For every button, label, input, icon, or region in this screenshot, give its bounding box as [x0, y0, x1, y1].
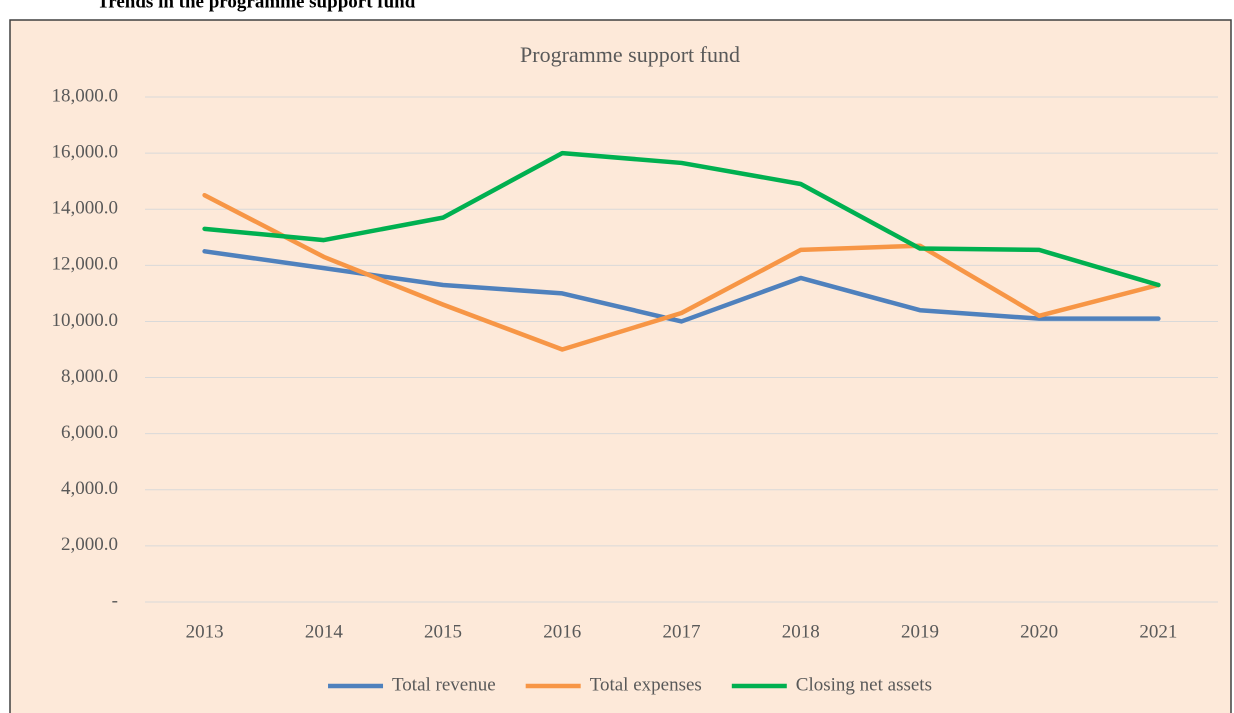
- y-tick-label: 4,000.0: [61, 478, 118, 499]
- chart-frame: [9, 19, 1232, 713]
- x-tick-label: 2017: [663, 621, 701, 642]
- legend-label: Total expenses: [590, 674, 702, 695]
- y-tick-label: 12,000.0: [52, 254, 119, 275]
- y-tick-label: -: [112, 590, 118, 611]
- x-tick-label: 2019: [901, 621, 939, 642]
- y-tick-label: 6,000.0: [61, 422, 118, 443]
- y-tick-label: 2,000.0: [61, 534, 118, 555]
- y-tick-label: 14,000.0: [52, 198, 119, 219]
- series-line: [202, 192, 1161, 352]
- legend-label: Closing net assets: [796, 674, 932, 695]
- x-tick-label: 2021: [1139, 621, 1177, 642]
- x-tick-label: 2014: [305, 621, 344, 642]
- y-tick-label: 18,000.0: [52, 85, 119, 106]
- x-tick-label: 2013: [186, 621, 224, 642]
- legend-label: Total revenue: [392, 674, 496, 695]
- chart-title: Programme support fund: [520, 42, 740, 67]
- y-tick-label: 8,000.0: [61, 366, 118, 387]
- x-tick-label: 2020: [1020, 621, 1058, 642]
- heading: Trends in the programme support fund: [97, 0, 416, 12]
- series-line: [202, 150, 1161, 288]
- x-tick-label: 2018: [782, 621, 820, 642]
- y-tick-label: 10,000.0: [52, 310, 119, 331]
- x-tick-label: 2015: [424, 621, 462, 642]
- x-tick-label: 2016: [543, 621, 581, 642]
- y-tick-label: 16,000.0: [52, 141, 119, 162]
